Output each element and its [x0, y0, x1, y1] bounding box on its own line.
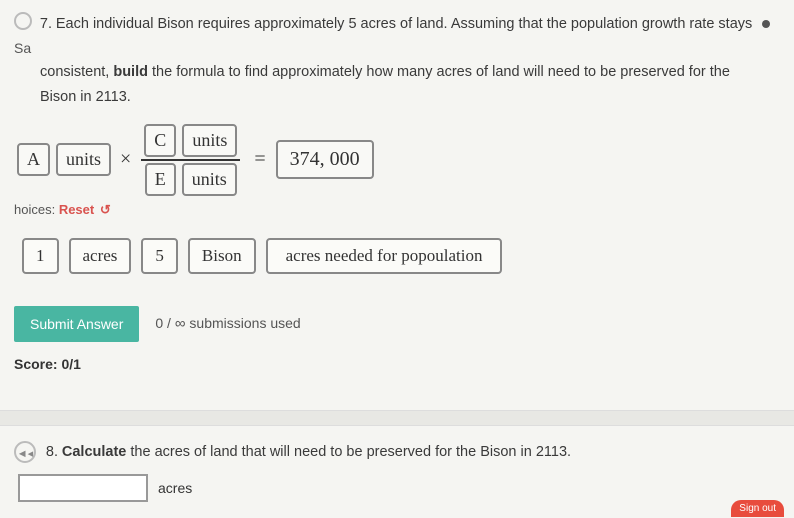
formula-units-e[interactable]: units — [182, 163, 237, 196]
formula-row: A units × C units E units = 374, 000 — [14, 118, 780, 200]
choice-acres-needed[interactable]: acres needed for popoulation — [266, 238, 503, 274]
question-text-bold: build — [113, 64, 148, 80]
score-label: Score: — [14, 356, 61, 372]
submit-answer-button[interactable]: Submit Answer — [14, 306, 139, 342]
question-text-line3: Bison in 2113. — [40, 89, 131, 105]
reset-icon: ↺ — [100, 202, 111, 218]
formula-slot-a[interactable]: A — [17, 143, 50, 176]
choices-row: 1 acres 5 Bison acres needed for popoula… — [14, 228, 780, 284]
fraction-bar — [141, 159, 240, 161]
question-8-header: ◄◂ 8. Calculate the acres of land that w… — [14, 440, 780, 465]
question-7: 7. Each individual Bison requires approx… — [0, 8, 794, 410]
choice-acres[interactable]: acres — [69, 238, 132, 274]
choice-1[interactable]: 1 — [22, 238, 59, 274]
question-text-line2b: the formula to find approximately how ma… — [148, 64, 730, 80]
formula-slot-c[interactable]: C — [144, 124, 176, 157]
question-8-text: the acres of land that will need to be p… — [126, 444, 571, 460]
submissions-prefix: 0 / — [155, 315, 174, 331]
submissions-suffix: submissions used — [186, 315, 301, 331]
sign-out-button[interactable]: Sign out — [731, 500, 784, 517]
reset-label: Reset — [59, 202, 94, 217]
page: 7. Each individual Bison requires approx… — [0, 0, 794, 512]
infinity-icon: ∞ — [175, 315, 186, 332]
bottom-bar: Sign out — [0, 498, 794, 518]
formula-result: 374, 000 — [276, 140, 374, 179]
choice-5[interactable]: 5 — [141, 238, 178, 274]
save-label[interactable]: Sa — [14, 40, 31, 56]
multiply-icon: × — [120, 148, 131, 171]
question-text-line2a: consistent, — [40, 64, 113, 80]
score-line: Score: 0/1 — [14, 356, 780, 372]
question-7-header: 7. Each individual Bison requires approx… — [14, 12, 780, 110]
choices-label: hoices: — [14, 202, 59, 217]
formula-slot-e[interactable]: E — [145, 163, 176, 196]
submit-row: Submit Answer 0 / ∞ submissions used — [14, 306, 780, 342]
acres-unit-label: acres — [158, 480, 192, 496]
question-number-icon — [14, 12, 32, 30]
reset-button[interactable]: Reset ↺ — [59, 202, 111, 217]
question-divider — [0, 410, 794, 426]
formula-fraction: C units E units — [141, 124, 240, 196]
equals-sign: = — [254, 148, 265, 171]
save-indicator-icon — [762, 20, 770, 28]
question-number: 7. — [40, 16, 52, 32]
submissions-used: 0 / ∞ submissions used — [155, 315, 300, 332]
formula-units-c[interactable]: units — [182, 124, 237, 157]
audio-icon[interactable]: ◄◂ — [14, 441, 36, 463]
question-8-bold: Calculate — [62, 444, 126, 460]
formula-units-a[interactable]: units — [56, 143, 111, 176]
question-text-line1: Each individual Bison requires approxima… — [56, 16, 752, 32]
choice-bison[interactable]: Bison — [188, 238, 256, 274]
choices-label-row: hoices: Reset ↺ — [14, 202, 780, 218]
question-8-number: 8. — [46, 444, 58, 460]
score-value: 0/1 — [61, 356, 80, 372]
